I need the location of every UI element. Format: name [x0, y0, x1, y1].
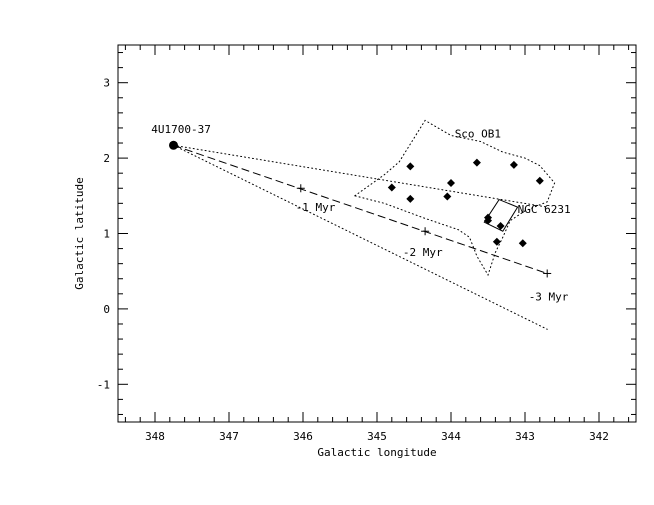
x-tick-label: 346: [293, 430, 313, 443]
sco-ob1-outline: [353, 119, 556, 277]
star-point: [443, 192, 452, 201]
time-markers: [296, 184, 552, 278]
axis-ticks: [118, 45, 636, 422]
annotation-label: -2 Myr: [403, 246, 443, 259]
trajectory-cone: [173, 144, 548, 330]
annotation-label: -3 Myr: [529, 291, 569, 304]
cone-boundary-line: [173, 144, 548, 330]
y-axis-label: Galactic latitude: [73, 177, 86, 290]
annotation-label: NGC 6231: [518, 203, 571, 216]
star-point: [447, 178, 455, 187]
star-point: [496, 221, 505, 230]
source-marker: [169, 140, 178, 150]
plot-border: [117, 44, 637, 423]
star-point: [387, 183, 396, 192]
star-point: [518, 239, 527, 248]
y-tick-label: 3: [103, 77, 110, 90]
time-marker: [296, 184, 305, 193]
star-point: [406, 194, 415, 203]
ngc-6231-box: [483, 198, 519, 232]
x-tick-label: 343: [515, 430, 535, 443]
cone-boundary-line: [173, 144, 548, 208]
star-point: [472, 158, 481, 167]
x-tick-label: 347: [219, 430, 239, 443]
source-point: [169, 140, 178, 150]
annotations: Sco OB1 NGC 6231 4U1700-37 -1 Myr -2 Myr -3 M…: [151, 123, 570, 303]
tick-labels: 348 347 346 345 344 343 342 -1 0 1 2 3: [97, 77, 609, 443]
x-tick-label: 345: [367, 430, 387, 443]
time-marker: [421, 227, 430, 236]
trajectory-line: [173, 144, 548, 274]
star-point: [535, 176, 544, 185]
y-tick-label: 1: [103, 228, 110, 241]
annotation-label: 4U1700-37: [151, 123, 211, 136]
y-tick-label: -1: [97, 378, 110, 391]
x-tick-label: 342: [589, 430, 609, 443]
star-point: [406, 162, 415, 171]
x-tick-label: 348: [145, 430, 165, 443]
x-tick-label: 344: [441, 430, 461, 443]
time-marker: [543, 269, 552, 278]
star-point: [492, 237, 501, 246]
sco-ob1-region: [353, 119, 556, 277]
ngc-6231-outline: [483, 198, 519, 232]
y-tick-label: 0: [103, 303, 110, 316]
annotation-label: -1 Myr: [296, 201, 336, 214]
annotation-label: Sco OB1: [455, 128, 501, 141]
trajectory-dashed-line: [173, 144, 548, 274]
star-point: [509, 160, 518, 169]
plot-frame: [117, 44, 637, 423]
x-axis-label: Galactic longitude: [317, 446, 436, 459]
y-tick-label: 2: [103, 152, 110, 165]
